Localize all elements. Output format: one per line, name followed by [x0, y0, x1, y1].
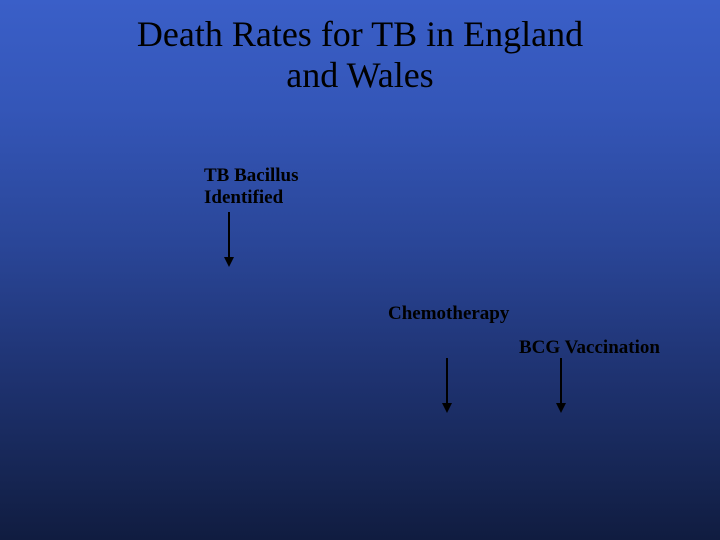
annotation-tb-bacillus-line2: Identified	[204, 187, 283, 208]
title-line1: Death Rates for TB in England	[137, 14, 583, 54]
slide-title: Death Rates for TB in England and Wales	[55, 14, 665, 97]
annotation-chemotherapy-text: Chemotherapy	[388, 303, 509, 324]
arrow-chemotherapy	[442, 358, 452, 413]
annotation-chemotherapy: Chemotherapy	[388, 303, 509, 325]
arrow-head-icon	[224, 257, 234, 267]
arrow-head-icon	[556, 403, 566, 413]
arrow-shaft	[228, 212, 230, 259]
arrow-shaft	[446, 358, 448, 405]
arrow-shaft	[560, 358, 562, 405]
annotation-tb-bacillus: TB Bacillus Identified	[204, 165, 299, 209]
arrow-head-icon	[442, 403, 452, 413]
arrow-tb-bacillus	[224, 212, 234, 267]
slide-background: Death Rates for TB in England and Wales …	[0, 0, 720, 540]
title-line2: and Wales	[286, 55, 433, 95]
arrow-bcg-vaccination	[556, 358, 566, 413]
annotation-bcg-vaccination: BCG Vaccination	[519, 337, 660, 359]
annotation-tb-bacillus-line1: TB Bacillus	[204, 165, 299, 186]
annotation-bcg-vaccination-text: BCG Vaccination	[519, 337, 660, 358]
